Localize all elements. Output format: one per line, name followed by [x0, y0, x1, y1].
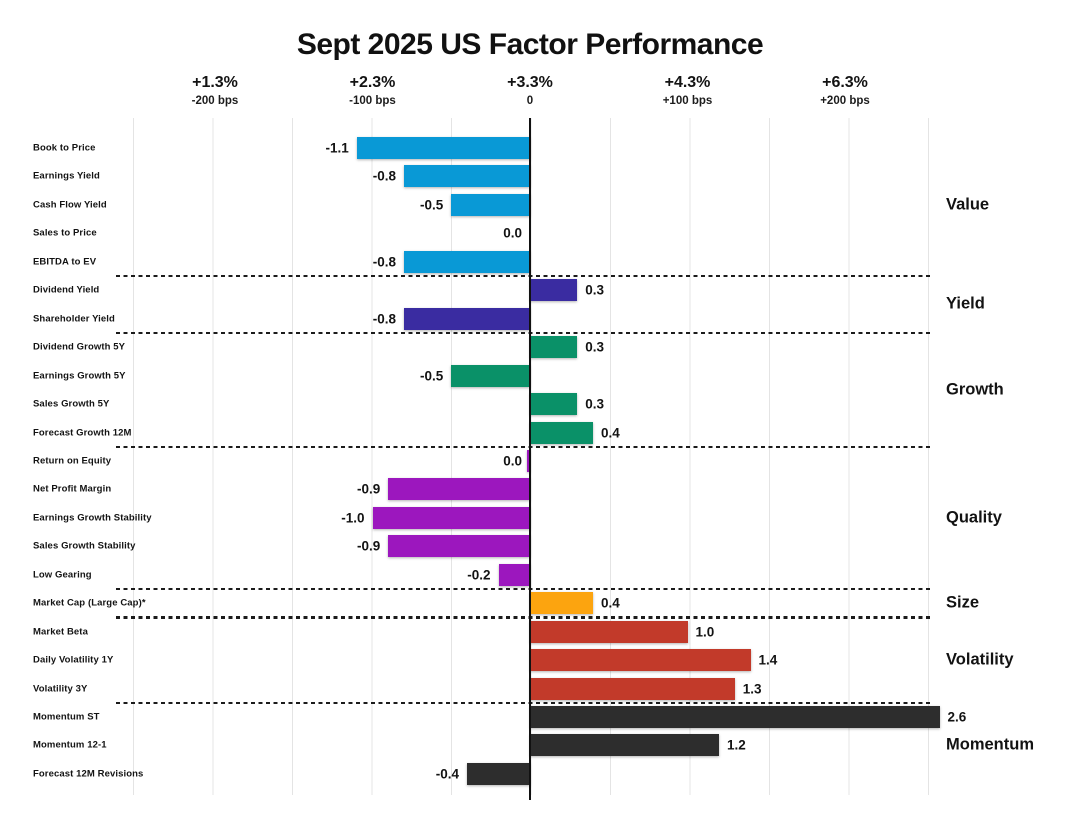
- axis-tick: +6.3% +200 bps: [775, 74, 915, 107]
- factor-label: Momentum 12-1: [33, 739, 107, 751]
- factor-bar: [530, 734, 719, 757]
- value-label: 0.3: [585, 339, 605, 355]
- group-separator: [116, 445, 932, 449]
- factor-bar: [527, 449, 530, 472]
- factor-label: Market Beta: [33, 626, 88, 638]
- factor-label: Dividend Growth 5Y: [33, 341, 126, 353]
- group-separator: [116, 616, 932, 619]
- value-label: -1.1: [325, 140, 349, 156]
- group-label: Growth: [946, 380, 1004, 399]
- group-label: Volatility: [946, 650, 1014, 669]
- value-label: -0.4: [435, 766, 459, 782]
- group-label: Size: [946, 593, 980, 612]
- factor-label: Volatility 3Y: [33, 683, 88, 695]
- value-label: -0.2: [467, 567, 491, 583]
- factor-bar: [530, 592, 593, 615]
- value-label: -0.9: [356, 481, 381, 497]
- axis-tick-bps: -100 bps: [349, 95, 396, 107]
- axis-tick-percent: +2.3%: [349, 74, 396, 91]
- factor-label: Shareholder Yield: [33, 313, 115, 325]
- group-separator: [116, 331, 932, 335]
- factor-label: EBITDA to EV: [33, 256, 97, 268]
- value-label: 1.2: [727, 737, 746, 753]
- factor-label: Momentum ST: [33, 711, 100, 723]
- factor-label: Forecast Growth 12M: [33, 427, 132, 438]
- group-label: Quality: [946, 508, 1002, 527]
- axis-tick: +3.3% 0: [460, 74, 600, 107]
- axis-tick-bps: 0: [526, 95, 534, 107]
- axis-tick-bps: -200 bps: [191, 95, 239, 107]
- group-label: Value: [946, 195, 990, 214]
- group-separator: [116, 701, 932, 705]
- value-label: 1.4: [758, 652, 778, 668]
- value-label: 0.0: [503, 453, 522, 469]
- group-label: Momentum: [946, 735, 1034, 754]
- factor-bar: [530, 393, 578, 416]
- factor-label: Market Cap (Large Cap)*: [33, 597, 146, 609]
- axis-tick-percent: +3.3%: [507, 74, 553, 91]
- axis-tick-percent: +1.3%: [192, 74, 238, 91]
- factor-bar: [388, 535, 530, 558]
- value-label: -0.8: [372, 254, 396, 270]
- factor-bar: [530, 336, 578, 359]
- value-label: -0.5: [419, 197, 444, 213]
- factor-bar: [530, 677, 735, 700]
- factor-bar: [356, 137, 530, 159]
- axis-tick-bps: +100 bps: [662, 95, 713, 107]
- value-label: -1.0: [341, 510, 365, 526]
- axis-tick-percent: +4.3%: [664, 74, 711, 91]
- factor-label: Net Profit Margin: [33, 483, 112, 495]
- factor-bar: [467, 762, 530, 785]
- factor-label: Earnings Yield: [33, 170, 100, 182]
- axis-tick: +1.3% -200 bps: [145, 74, 285, 107]
- value-label: 1.3: [742, 681, 762, 697]
- factor-label: Earnings Growth 5Y: [33, 370, 126, 382]
- factor-bar: [451, 193, 530, 216]
- factor-label: Daily Volatility 1Y: [33, 654, 114, 666]
- factor-label: Sales to Price: [33, 227, 97, 239]
- value-label: 0.4: [601, 595, 620, 611]
- factor-label: Cash Flow Yield: [33, 199, 107, 211]
- value-label: -0.8: [372, 311, 396, 327]
- value-label: 0.3: [585, 396, 605, 412]
- axis-tick: +4.3% +100 bps: [618, 74, 758, 107]
- factor-bar: [530, 706, 940, 728]
- factor-bar: [372, 506, 530, 529]
- factor-label: Book to Price: [33, 142, 96, 154]
- factor-bar: [498, 563, 530, 586]
- chart-title: Sept 2025 US Factor Performance: [296, 28, 764, 61]
- factor-bar: [530, 620, 688, 643]
- group-label: Yield: [946, 294, 985, 313]
- axis-tick-percent: +6.3%: [822, 74, 868, 91]
- axis-tick: +2.3% -100 bps: [303, 74, 443, 107]
- factor-bar: [388, 478, 530, 501]
- group-separator: [116, 275, 932, 278]
- factor-bar: [451, 364, 530, 387]
- factor-bar: [404, 250, 530, 273]
- factor-label: Low Gearing: [33, 569, 92, 581]
- factor-bar: [404, 165, 530, 188]
- factor-label: Dividend Yield: [33, 284, 100, 296]
- factor-label: Return on Equity: [33, 455, 112, 467]
- group-separator: [116, 587, 932, 591]
- value-label: 2.6: [947, 709, 967, 725]
- factor-bar: [530, 279, 578, 302]
- value-label: 0.3: [585, 282, 605, 298]
- factor-label: Forecast 12M Revisions: [33, 768, 144, 780]
- axis-tick-bps: +200 bps: [820, 95, 870, 107]
- factor-label: Sales Growth 5Y: [33, 398, 110, 410]
- zero-axis-line: [529, 118, 531, 800]
- factor-label: Sales Growth Stability: [33, 540, 136, 552]
- value-label: -0.8: [372, 168, 396, 184]
- factor-label: Earnings Growth Stability: [33, 512, 152, 524]
- factor-bar: [404, 307, 530, 330]
- value-label: 1.0: [695, 624, 715, 640]
- factor-bar: [530, 649, 751, 672]
- factor-bar: [530, 421, 593, 444]
- value-label: -0.5: [419, 368, 444, 384]
- value-label: 0.4: [601, 425, 620, 440]
- value-label: -0.9: [356, 538, 381, 554]
- value-label: 0.0: [503, 225, 522, 241]
